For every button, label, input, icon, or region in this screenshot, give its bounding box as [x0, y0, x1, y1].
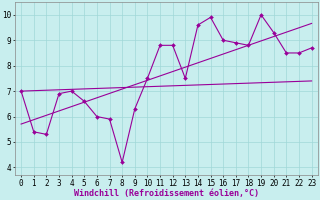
X-axis label: Windchill (Refroidissement éolien,°C): Windchill (Refroidissement éolien,°C)	[74, 189, 259, 198]
